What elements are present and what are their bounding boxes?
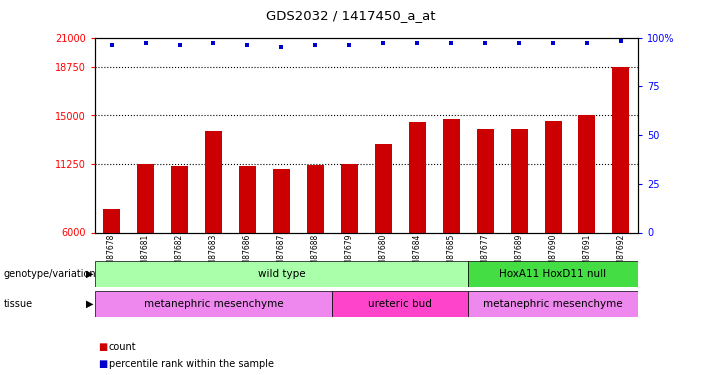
Bar <box>545 121 562 232</box>
Bar <box>137 164 154 232</box>
Text: ■: ■ <box>98 359 107 369</box>
Bar <box>468 261 638 287</box>
Bar <box>375 144 392 232</box>
Bar <box>341 164 358 232</box>
Bar <box>477 129 494 232</box>
Bar <box>510 129 528 232</box>
Text: count: count <box>109 342 136 352</box>
Text: GDS2032 / 1417450_a_at: GDS2032 / 1417450_a_at <box>266 9 435 22</box>
Bar <box>332 291 468 317</box>
Text: tissue: tissue <box>4 299 33 309</box>
Text: ▶: ▶ <box>86 299 93 309</box>
Bar <box>613 68 629 232</box>
Text: wild type: wild type <box>257 269 305 279</box>
Bar <box>239 165 256 232</box>
Bar <box>578 116 595 232</box>
Text: ▶: ▶ <box>86 269 93 279</box>
Text: HoxA11 HoxD11 null: HoxA11 HoxD11 null <box>499 269 606 279</box>
Text: percentile rank within the sample: percentile rank within the sample <box>109 359 273 369</box>
Bar <box>171 166 188 232</box>
Bar <box>409 122 426 232</box>
Bar <box>103 209 120 232</box>
Bar <box>95 261 468 287</box>
Text: metanephric mesenchyme: metanephric mesenchyme <box>483 299 622 309</box>
Text: genotype/variation: genotype/variation <box>4 269 96 279</box>
Text: ureteric bud: ureteric bud <box>368 299 432 309</box>
Bar <box>95 291 332 317</box>
Text: ■: ■ <box>98 342 107 352</box>
Bar <box>205 131 222 232</box>
Bar <box>307 165 324 232</box>
Bar <box>442 119 460 232</box>
Bar <box>468 291 638 317</box>
Bar <box>273 169 290 232</box>
Text: metanephric mesenchyme: metanephric mesenchyme <box>144 299 283 309</box>
